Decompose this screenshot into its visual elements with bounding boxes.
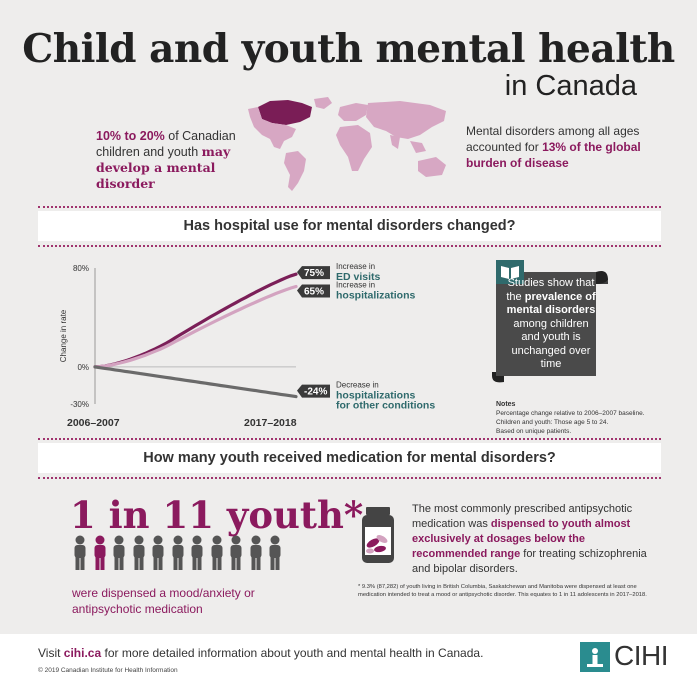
logo-figure-icon bbox=[587, 648, 603, 667]
person-icon bbox=[189, 535, 205, 571]
map-southeast-asia bbox=[410, 141, 426, 153]
map-africa bbox=[336, 125, 372, 171]
data-label: 65% bbox=[304, 287, 324, 298]
series-label: hospitalizations bbox=[336, 390, 416, 402]
footnote: * 9.3% (87,282) of youth living in Briti… bbox=[358, 584, 647, 598]
cihi-logo-icon bbox=[580, 642, 610, 672]
section-heading-hospital: Has hospital use for mental disorders ch… bbox=[38, 211, 661, 241]
x-tick-label: 2006–2007 bbox=[67, 417, 120, 429]
person-icon bbox=[228, 535, 244, 571]
pill-bottle-icon bbox=[362, 507, 394, 563]
data-label: 75% bbox=[304, 268, 324, 279]
series-label-small: Increase in bbox=[336, 281, 375, 290]
map-asia bbox=[366, 101, 446, 139]
page-subtitle: in Canada bbox=[504, 70, 637, 102]
intro-right-stat: Mental disorders among all ages accounte… bbox=[466, 123, 646, 171]
person-icon bbox=[209, 535, 225, 571]
y-tick-label: 80% bbox=[73, 264, 89, 273]
scroll-text-post: among children and youth is unchanged ov… bbox=[511, 317, 591, 371]
y-axis-label: Change in rate bbox=[59, 309, 68, 362]
medication-text-pre: The most commonly prescribed antipsychot… bbox=[412, 503, 633, 530]
series-line bbox=[93, 365, 298, 399]
series-line bbox=[93, 284, 298, 369]
x-tick-label: 2017–2018 bbox=[244, 417, 297, 429]
person-icon bbox=[267, 535, 283, 571]
scroll-text: Studies show that the prevalence of ment… bbox=[506, 277, 596, 372]
footer-visit-pre: Visit bbox=[38, 646, 64, 660]
series-label-small: Decrease in bbox=[336, 381, 379, 390]
notes-line: Based on unique patients. bbox=[496, 428, 572, 435]
intro-right-highlight: 13% of the global burden of disease bbox=[466, 140, 641, 170]
medication-text-highlight: dispensed to youth almost exclusively at… bbox=[412, 518, 631, 560]
intro-left-emphasis: may develop a mental disorder bbox=[96, 144, 231, 191]
intro-left-stat: 10% to 20% of Canadian children and yout… bbox=[96, 128, 266, 192]
divider-line bbox=[38, 438, 661, 440]
book-icon-badge bbox=[496, 260, 524, 284]
map-greenland bbox=[314, 97, 332, 109]
series-label: hospitalizations bbox=[336, 290, 416, 302]
map-south-america bbox=[284, 151, 306, 191]
book-icon bbox=[501, 266, 519, 279]
person-icon bbox=[170, 535, 186, 571]
map-north-america bbox=[248, 107, 296, 149]
hospital-use-chart: 80% 0% -30% Change in rate 2006–2007 2017–201… bbox=[58, 262, 478, 432]
footer-visit-post: for more detailed information about yout… bbox=[101, 646, 484, 660]
intro-left-text: of Canadian children and youth bbox=[96, 129, 236, 159]
scroll-text-bold: prevalence of mental disorders bbox=[506, 290, 596, 317]
divider-line bbox=[38, 206, 661, 208]
intro-right-text: Mental disorders among all ages accounte… bbox=[466, 124, 640, 154]
intro-left-highlight: 10% to 20% bbox=[96, 129, 165, 143]
series-label: ED visits bbox=[336, 271, 381, 283]
scroll-image bbox=[492, 271, 608, 383]
section-heading-medication: How many youth received medication for m… bbox=[38, 443, 661, 473]
chart-notes: Notes Percentage change relative to 2006… bbox=[496, 400, 666, 436]
cihi-logo-text: CIHI bbox=[614, 640, 669, 671]
person-icon bbox=[150, 535, 166, 571]
cihi-link[interactable]: cihi.ca bbox=[63, 646, 102, 660]
youth-stat: 1 in 11 youth* bbox=[70, 493, 364, 537]
youth-pictogram bbox=[72, 535, 292, 573]
page-title: Child and youth mental health bbox=[22, 26, 675, 72]
person-icon bbox=[131, 535, 147, 571]
medication-text-post: for treating schizophrenia and bipolar d… bbox=[412, 548, 647, 575]
person-icon bbox=[111, 535, 127, 571]
footer: Visit cihi.ca for more detailed informat… bbox=[0, 634, 697, 682]
footer-visit-text: Visit cihi.ca for more detailed informat… bbox=[38, 646, 483, 660]
chart-svg: 80% 0% -30% Change in rate 2006–2007 2017–201… bbox=[59, 262, 435, 429]
divider-line bbox=[38, 477, 661, 479]
divider-line bbox=[38, 245, 661, 247]
map-europe bbox=[338, 103, 368, 121]
notes-line: Percentage change relative to 2006–2007 … bbox=[496, 410, 645, 417]
y-tick-label: -30% bbox=[70, 400, 89, 409]
notes-heading: Notes bbox=[496, 401, 516, 408]
person-icon bbox=[72, 535, 88, 571]
data-label-badge bbox=[297, 384, 330, 398]
map-india bbox=[390, 135, 400, 149]
series-line bbox=[93, 272, 298, 369]
data-label-badge bbox=[297, 284, 330, 298]
y-tick-label: 0% bbox=[77, 363, 89, 372]
series-label-small: Increase in bbox=[336, 262, 375, 271]
world-map-image bbox=[248, 97, 446, 191]
person-icon bbox=[92, 535, 108, 571]
medication-text: The most commonly prescribed antipsychot… bbox=[412, 502, 652, 577]
scroll-text-pre: Studies show that the bbox=[506, 277, 595, 303]
map-australia bbox=[418, 157, 446, 177]
youth-subtext: were dispensed a mood/anxiety or antipsy… bbox=[72, 586, 255, 616]
map-canada bbox=[258, 100, 312, 125]
notes-line: Children and youth: Those age 5 to 24. bbox=[496, 419, 609, 426]
copyright: © 2019 Canadian Institute for Health Inf… bbox=[38, 667, 178, 674]
person-icon bbox=[248, 535, 264, 571]
data-label: -24% bbox=[304, 387, 327, 398]
series-label: for other conditions bbox=[336, 400, 435, 412]
data-label-badge bbox=[297, 266, 330, 280]
